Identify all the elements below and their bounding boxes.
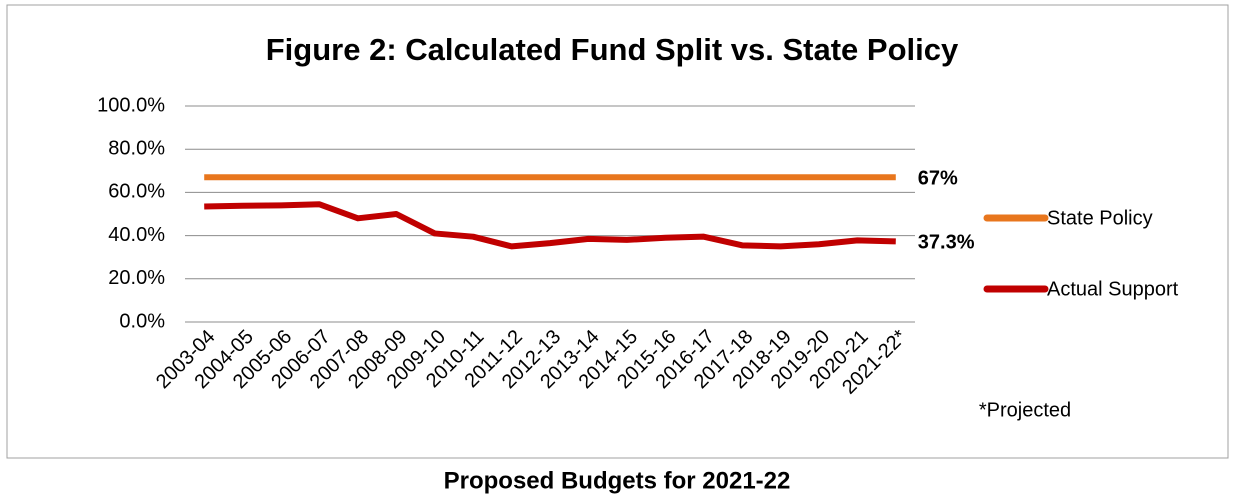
y-tick-label: 60.0% [108, 181, 165, 203]
data-label: 37.3% [918, 232, 975, 254]
y-tick-label: 20.0% [108, 267, 165, 289]
chart-title: Figure 2: Calculated Fund Split vs. Stat… [266, 32, 959, 67]
legend-label: Actual Support [1047, 278, 1179, 300]
line-series [204, 201, 896, 250]
chart-frame [6, 4, 1229, 459]
caption: Proposed Budgets for 2021-22 [444, 467, 791, 494]
y-tick-label: 80.0% [108, 137, 165, 159]
y-tick-label: 0.0% [119, 310, 165, 332]
y-tick-label: 40.0% [108, 224, 165, 246]
data-label: 67% [918, 168, 958, 190]
y-tick-label: 100.0% [97, 94, 165, 116]
legend-label: State Policy [1047, 207, 1153, 229]
footnote: *Projected [979, 399, 1071, 421]
